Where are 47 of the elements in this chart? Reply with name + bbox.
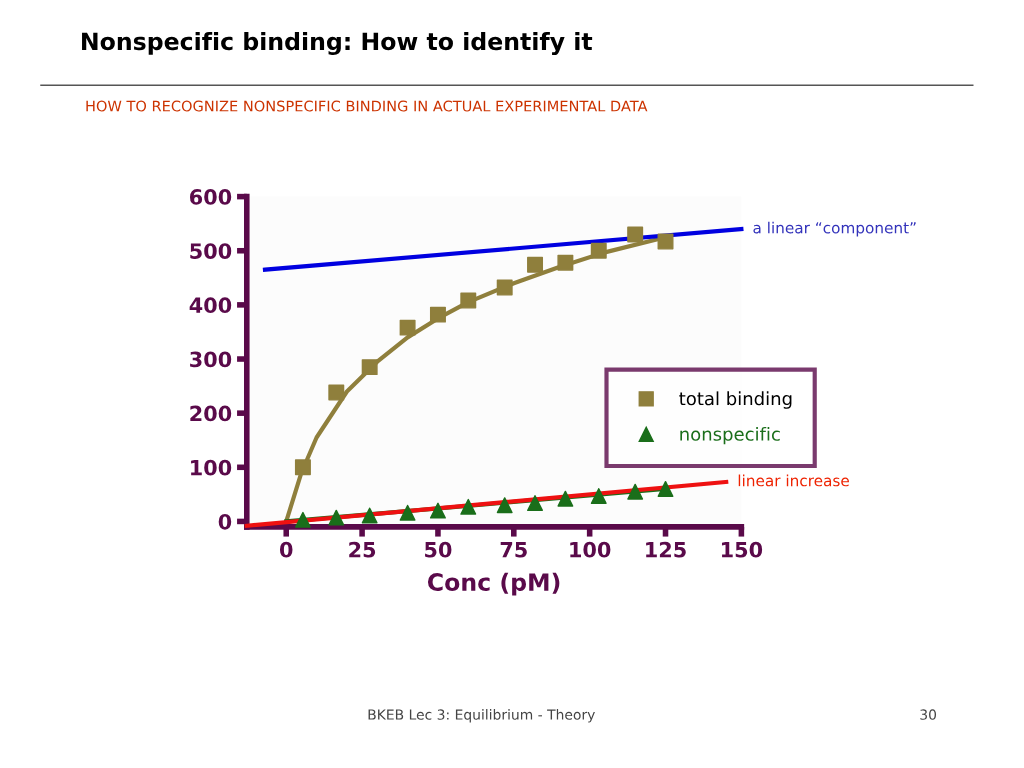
point bbox=[399, 319, 416, 336]
point bbox=[657, 233, 674, 250]
point bbox=[429, 306, 446, 323]
x-tick-label: 125 bbox=[646, 541, 686, 558]
point bbox=[361, 507, 378, 524]
point bbox=[496, 497, 513, 514]
point bbox=[557, 254, 574, 271]
x-tick-label: 50 bbox=[425, 541, 452, 558]
chart-subtitle: HOW TO RECOGNIZE NONSPECIFIC BINDING IN ACTUAL EXPERIMENTAL DATA bbox=[86, 100, 648, 112]
x-axis-title: Conc (pM) bbox=[427, 572, 560, 596]
legend-label: nonspecific bbox=[680, 426, 780, 445]
point bbox=[294, 511, 311, 528]
point bbox=[590, 242, 607, 259]
point bbox=[557, 490, 574, 507]
point bbox=[527, 495, 544, 512]
x-tick-label: 0 bbox=[279, 541, 293, 558]
x-tick-label: 25 bbox=[349, 541, 376, 558]
legend-label: total binding bbox=[679, 391, 792, 409]
annotation: linear increase bbox=[738, 474, 849, 487]
annotation: a linear “component” bbox=[753, 221, 916, 237]
point bbox=[496, 279, 513, 296]
y-tick-label: 300 bbox=[190, 351, 232, 368]
point bbox=[328, 509, 345, 526]
point bbox=[527, 256, 544, 273]
point bbox=[429, 502, 446, 519]
point bbox=[590, 488, 607, 504]
chart-title: Nonspecific binding: How to identify it bbox=[82, 31, 593, 56]
point bbox=[627, 226, 644, 243]
y-tick-label: 200 bbox=[190, 405, 232, 422]
x-tick-label: 75 bbox=[500, 542, 527, 558]
y-tick-label: 500 bbox=[190, 243, 232, 259]
x-tick-label: 150 bbox=[721, 541, 763, 558]
text: BKEB Lec 3: Equilibrium - Theory bbox=[368, 709, 595, 723]
x-tick-label: 100 bbox=[570, 541, 611, 558]
y-tick-label: 0 bbox=[218, 513, 232, 530]
point bbox=[294, 459, 311, 476]
y-tick-label: 400 bbox=[189, 297, 232, 314]
point bbox=[399, 504, 416, 521]
point bbox=[328, 384, 345, 401]
point bbox=[460, 498, 477, 515]
point bbox=[361, 359, 378, 376]
y-tick-label: 600 bbox=[190, 189, 232, 205]
point bbox=[657, 480, 674, 497]
point bbox=[460, 292, 477, 309]
text: 30 bbox=[920, 709, 937, 720]
point bbox=[627, 483, 644, 500]
y-tick-label: 100 bbox=[191, 459, 232, 476]
